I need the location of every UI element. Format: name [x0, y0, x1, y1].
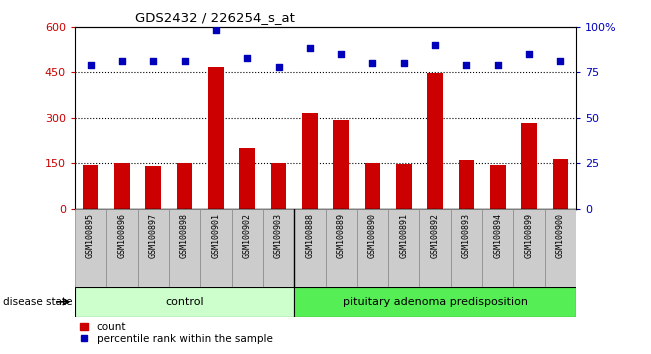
Text: GSM100900: GSM100900	[556, 213, 565, 258]
Text: GSM100899: GSM100899	[525, 213, 534, 258]
Legend: count, percentile rank within the sample: count, percentile rank within the sample	[80, 322, 273, 344]
Point	[336, 51, 346, 57]
Point	[305, 46, 315, 51]
Bar	[388, 209, 419, 287]
Point	[398, 60, 409, 66]
Point	[273, 64, 284, 69]
Bar	[137, 209, 169, 287]
Text: GSM100892: GSM100892	[431, 213, 439, 258]
Bar	[302, 113, 318, 209]
Text: GSM100895: GSM100895	[86, 213, 95, 258]
Text: GSM100903: GSM100903	[274, 213, 283, 258]
Bar	[232, 209, 263, 287]
Text: GSM100891: GSM100891	[399, 213, 408, 258]
Text: GSM100889: GSM100889	[337, 213, 346, 258]
Text: disease state: disease state	[3, 297, 73, 307]
Point	[85, 62, 96, 68]
Point	[430, 42, 440, 48]
Bar	[83, 165, 98, 209]
Point	[555, 58, 566, 64]
Point	[211, 27, 221, 33]
Bar	[208, 67, 224, 209]
Point	[462, 62, 472, 68]
Bar	[169, 209, 201, 287]
Text: GSM100890: GSM100890	[368, 213, 377, 258]
Text: control: control	[165, 297, 204, 307]
Bar	[482, 209, 514, 287]
Bar	[545, 209, 576, 287]
Bar	[263, 209, 294, 287]
Bar	[553, 159, 568, 209]
Bar	[333, 120, 349, 209]
Bar	[114, 163, 130, 209]
Text: GDS2432 / 226254_s_at: GDS2432 / 226254_s_at	[135, 11, 295, 24]
Text: GSM100897: GSM100897	[148, 213, 158, 258]
Point	[493, 62, 503, 68]
Bar	[106, 209, 137, 287]
Bar	[201, 209, 232, 287]
Bar	[521, 123, 537, 209]
Bar	[365, 163, 380, 209]
Bar	[357, 209, 388, 287]
Bar	[396, 164, 411, 209]
Bar	[240, 148, 255, 209]
Text: GSM100901: GSM100901	[212, 213, 220, 258]
Bar	[75, 287, 294, 317]
Text: pituitary adenoma predisposition: pituitary adenoma predisposition	[342, 297, 528, 307]
Bar	[514, 209, 545, 287]
Bar	[450, 209, 482, 287]
Bar	[490, 165, 506, 209]
Text: GSM100902: GSM100902	[243, 213, 252, 258]
Bar	[271, 163, 286, 209]
Bar	[294, 209, 326, 287]
Text: GSM100894: GSM100894	[493, 213, 503, 258]
Bar	[326, 209, 357, 287]
Point	[242, 55, 253, 61]
Text: GSM100888: GSM100888	[305, 213, 314, 258]
Point	[367, 60, 378, 66]
Bar	[459, 160, 475, 209]
Bar	[427, 73, 443, 209]
Bar	[419, 209, 450, 287]
Point	[179, 58, 189, 64]
Bar	[75, 209, 106, 287]
Text: GSM100896: GSM100896	[117, 213, 126, 258]
Point	[524, 51, 534, 57]
Bar	[145, 166, 161, 209]
Point	[148, 58, 158, 64]
Point	[117, 58, 127, 64]
Text: GSM100893: GSM100893	[462, 213, 471, 258]
Bar	[294, 287, 576, 317]
Text: GSM100898: GSM100898	[180, 213, 189, 258]
Bar	[176, 163, 192, 209]
